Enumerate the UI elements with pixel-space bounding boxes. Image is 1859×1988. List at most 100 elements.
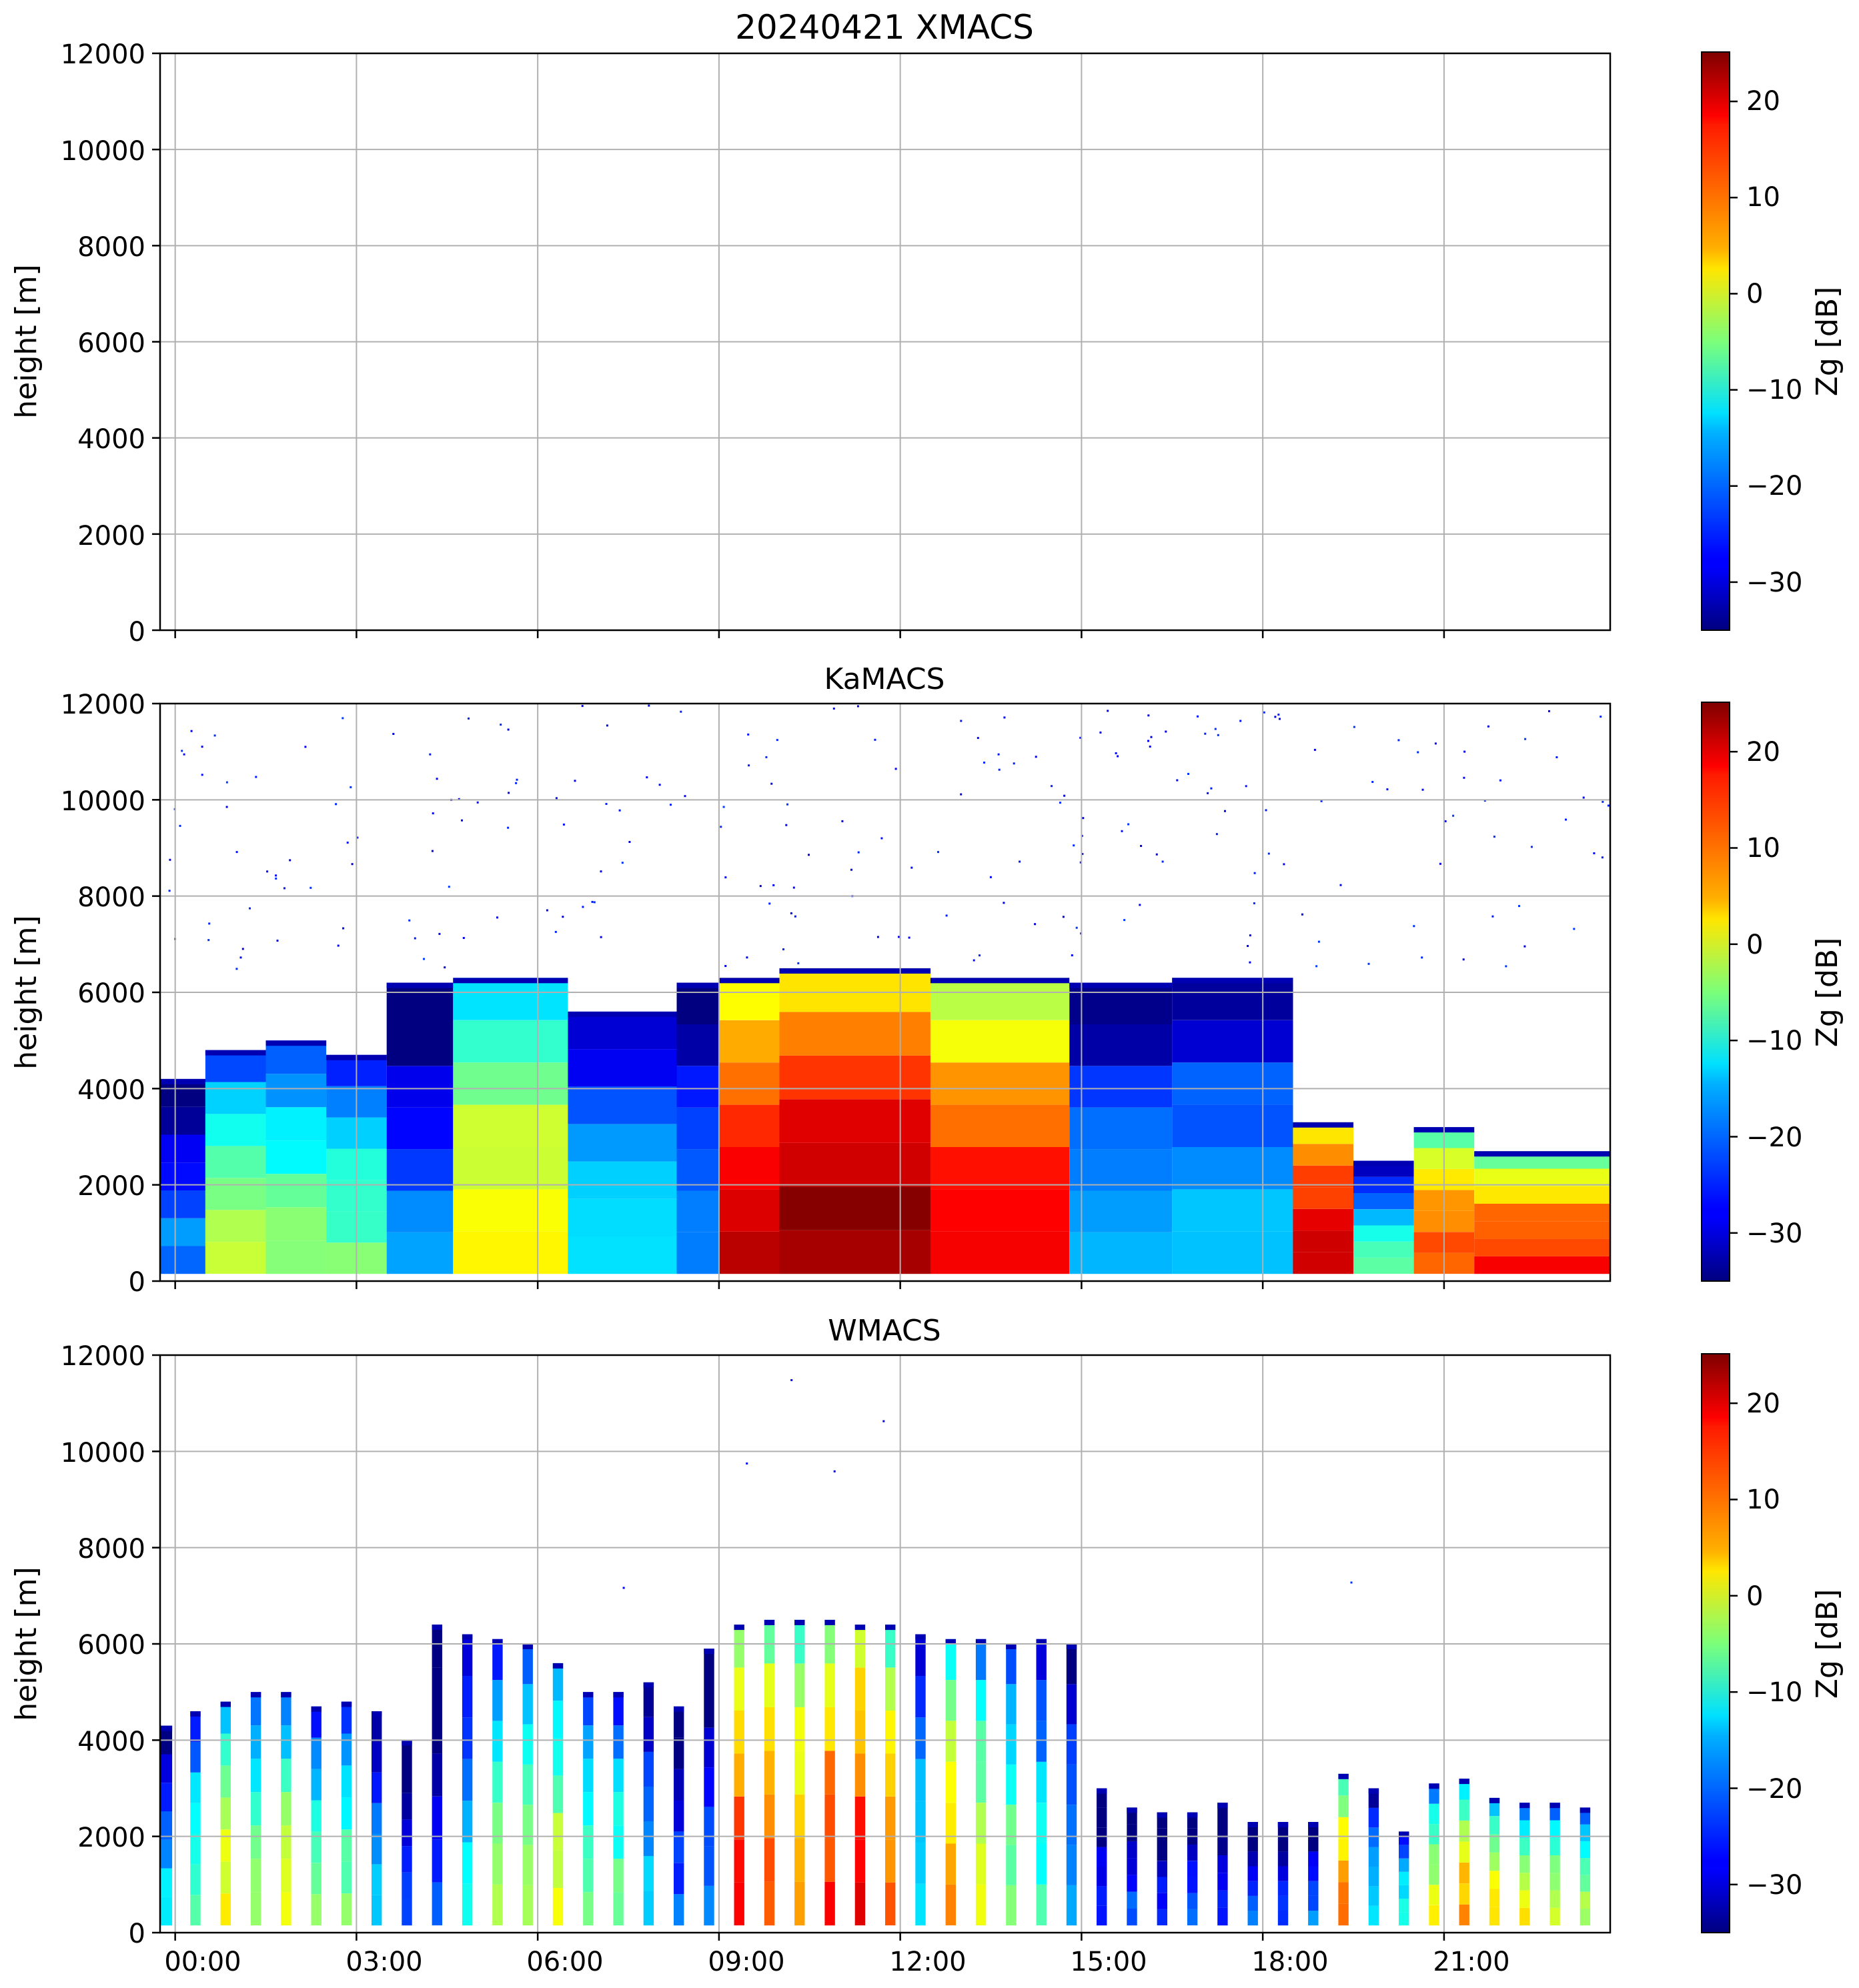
- noise-speckle: [276, 940, 279, 942]
- colorbar-label: Zg [dB]: [1810, 287, 1844, 397]
- radar-cell: [1519, 1890, 1530, 1908]
- radar-cell: [1066, 1764, 1077, 1805]
- radar-cell: [613, 1725, 624, 1759]
- radar-cell: [1036, 1680, 1047, 1721]
- colorbar-ticks: [1730, 750, 1738, 1234]
- radar-cloud-top: [1550, 1803, 1560, 1809]
- noise-speckle: [283, 887, 285, 890]
- colorbar-tick-label: 10: [1746, 182, 1780, 213]
- y-tick-label: 6000: [77, 1630, 145, 1661]
- colorbar-tick-label: −20: [1746, 1774, 1802, 1805]
- colorbar-tick-label: 0: [1746, 930, 1763, 960]
- noise-speckle: [1463, 750, 1466, 753]
- radar-cell: [453, 1189, 568, 1232]
- radar-cell: [1353, 1257, 1414, 1274]
- panel-xmacs: 20240421 XMACS 0 2000 4000 6000 8000 100…: [9, 8, 1844, 648]
- noise-speckle: [1161, 860, 1164, 863]
- noise-speckle: [241, 948, 244, 950]
- radar-cell: [453, 1104, 568, 1147]
- noise-speckle: [1607, 804, 1610, 807]
- noise-speckle: [225, 806, 228, 808]
- radar-cell: [372, 1895, 382, 1926]
- radar-cell: [1006, 1845, 1017, 1885]
- noise-speckle: [448, 886, 450, 888]
- colorbar: 20 10 0 −10 −20 −30 Zg [dB]: [1701, 1353, 1844, 1933]
- noise-speckle: [356, 836, 359, 839]
- y-tick-label: 12000: [61, 690, 145, 720]
- noise-speckle: [1115, 752, 1117, 754]
- radar-cell: [568, 1236, 677, 1274]
- noise-speckle: [1524, 738, 1527, 740]
- radar-cell: [160, 1897, 173, 1926]
- radar-cell: [1429, 1885, 1439, 1905]
- noise-speckle: [593, 901, 596, 904]
- radar-cell: [160, 1218, 205, 1246]
- radar-cell: [1338, 1839, 1349, 1861]
- radar-cell: [643, 1786, 654, 1821]
- colorbar-tick-label: −30: [1746, 1870, 1802, 1901]
- radar-cell: [734, 1711, 744, 1754]
- noise-speckle: [458, 798, 460, 800]
- noise-speckle: [648, 704, 650, 707]
- radar-cell: [854, 1796, 866, 1840]
- noise-speckle: [770, 782, 773, 785]
- noise-speckle: [1548, 710, 1550, 712]
- noise-speckle: [606, 724, 608, 727]
- noise-speckle: [507, 826, 510, 829]
- radar-cell: [1097, 1847, 1107, 1867]
- radar-cell: [311, 1737, 322, 1769]
- radar-cell: [1172, 1062, 1293, 1105]
- noise-speckle: [1367, 962, 1370, 965]
- colorbar-tick-label: 20: [1746, 86, 1780, 117]
- noise-speckle: [747, 733, 750, 736]
- noise-speckle: [249, 907, 251, 910]
- radar-cloud-top: [1308, 1822, 1319, 1827]
- radar-cell: [1580, 1841, 1591, 1859]
- x-tick-label: 18:00: [1251, 1947, 1328, 1977]
- noise-speckle: [346, 842, 349, 844]
- noise-speckle: [1239, 720, 1242, 722]
- radar-cloud-top: [676, 982, 719, 988]
- noise-speckle: [436, 778, 438, 780]
- noise-speckle: [1301, 913, 1303, 916]
- noise-speckle: [1386, 788, 1389, 791]
- plot-frame: [159, 702, 1612, 1282]
- radar-cell: [432, 1882, 442, 1926]
- colorbar-ticks: [1730, 1402, 1738, 1886]
- colorbar-tick-label: −10: [1746, 1677, 1802, 1708]
- radar-cloud-top: [281, 1692, 291, 1698]
- radar-cell: [1550, 1820, 1560, 1838]
- radar-cell: [1489, 1889, 1500, 1907]
- radar-cell: [281, 1892, 291, 1926]
- panel-title: WMACS: [828, 1314, 941, 1348]
- radar-cell: [220, 1765, 231, 1798]
- radar-cell: [1459, 1862, 1469, 1884]
- noise-speckle: [1150, 736, 1153, 738]
- radar-cell: [975, 1803, 987, 1844]
- radar-cell: [1069, 1066, 1173, 1108]
- radar-cell: [1353, 1241, 1414, 1258]
- radar-cell: [568, 1161, 677, 1199]
- radar-cell: [676, 982, 719, 1024]
- radar-cloud-top: [674, 1706, 684, 1712]
- radar-cell: [190, 1833, 201, 1865]
- radar-cell: [1217, 1855, 1228, 1873]
- radar-cell: [1519, 1855, 1530, 1873]
- radar-cell: [311, 1894, 322, 1926]
- noise-speckle: [1107, 710, 1109, 712]
- noise-speckle: [1075, 926, 1078, 929]
- radar-cell: [915, 1675, 926, 1718]
- radar-cell: [676, 1107, 719, 1150]
- colorbar-tick-label: 20: [1746, 737, 1780, 768]
- radar-cell: [613, 1859, 624, 1893]
- noise-speckle: [832, 708, 835, 710]
- radar-cell: [1489, 1816, 1500, 1835]
- noise-speckle: [1267, 852, 1270, 855]
- noise-speckle: [833, 1470, 836, 1472]
- radar-cell: [1069, 1190, 1173, 1232]
- noise-speckle: [1444, 820, 1447, 822]
- radar-cell: [432, 1625, 442, 1668]
- radar-cell: [265, 1074, 327, 1108]
- radar-cell: [1399, 1871, 1409, 1885]
- noise-speckle: [1315, 965, 1318, 968]
